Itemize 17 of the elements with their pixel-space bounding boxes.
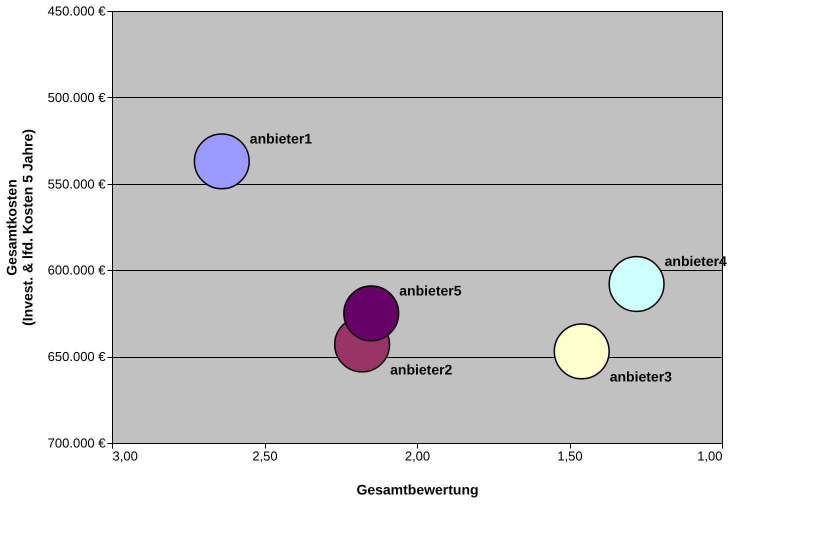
series-label: anbieter5 (399, 282, 462, 298)
x-tick-label: 1,50 (557, 448, 583, 464)
x-tick-label: 2,00 (404, 448, 430, 464)
y-tick-label: 450.000 € (48, 4, 106, 18)
y-tick-label: 500.000 € (48, 90, 106, 105)
x-tick-label: 2,50 (252, 448, 278, 464)
y-tick-label: 650.000 € (48, 349, 106, 364)
series-label: anbieter1 (250, 130, 312, 146)
x-tick-label: 1,00 (697, 448, 722, 464)
series-label: anbieter3 (610, 368, 672, 384)
series-label: anbieter2 (390, 362, 453, 378)
x-tick-label: 3,00 (112, 448, 138, 464)
y-tick-label: 600.000 € (48, 262, 106, 278)
x-axis-title: Gesamtbewertung (356, 482, 479, 498)
y-tick-label: 700.000 € (48, 436, 106, 450)
y-tick-label: 550.000 € (48, 176, 106, 192)
y-axis-title: Gesamtkosten (Invest. & lfd. Kosten 5 Jahre) (4, 129, 36, 326)
